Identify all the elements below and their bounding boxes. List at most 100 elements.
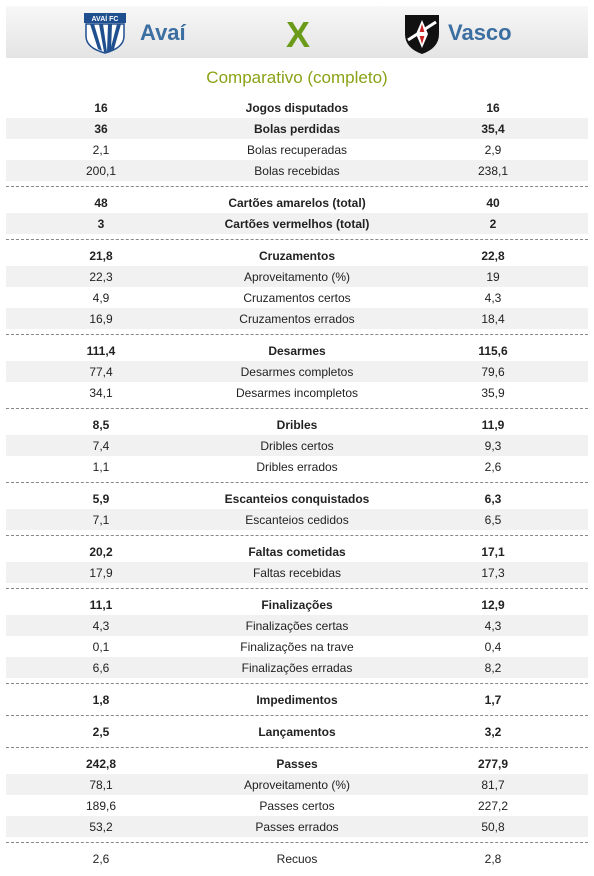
- stat-label: Finalizações certas: [245, 618, 349, 633]
- stat-label: Faltas recebidas: [252, 565, 342, 580]
- table-row: 21,8 Cruzamentos 22,8: [6, 245, 588, 266]
- away-value: 50,8: [481, 819, 505, 834]
- stat-label: Cartões vermelhos (total): [224, 216, 370, 231]
- stat-label: Cruzamentos certos: [243, 290, 351, 305]
- table-row: 1,1 Dribles errados 2,6: [6, 456, 588, 477]
- home-value: 16: [94, 100, 108, 115]
- away-value: 115,6: [478, 343, 508, 358]
- table-row: 78,1 Aproveitamento (%) 81,7: [6, 774, 588, 795]
- home-value: 17,9: [89, 565, 113, 580]
- away-value: 12,9: [481, 597, 505, 612]
- away-value: 40: [486, 195, 500, 210]
- stat-label: Desarmes incompletos: [235, 385, 359, 400]
- stats-group: 48 Cartões amarelos (total) 40 3 Cartões ver…: [6, 192, 588, 234]
- stat-label: Passes: [276, 756, 318, 771]
- home-value: 48: [94, 195, 108, 210]
- stat-label: Lançamentos: [258, 724, 336, 739]
- stat-label: Bolas recebidas: [254, 163, 340, 178]
- away-value: 238,1: [477, 163, 509, 178]
- home-value: 4,9: [92, 290, 110, 305]
- away-team-name: Vasco: [448, 20, 512, 45]
- stat-label: Finalizações: [261, 597, 333, 612]
- away-value: 4,3: [484, 618, 502, 633]
- home-value: 78,1: [89, 777, 113, 792]
- stats-group: 242,8 Passes 277,9 78,1 Aproveitamento (%) 81…: [6, 753, 588, 837]
- away-value: 3,2: [484, 724, 502, 739]
- home-value: 34,1: [89, 385, 113, 400]
- away-value: 277,9: [477, 756, 509, 771]
- home-value: 2,5: [92, 724, 110, 739]
- page-title: Comparativo (completo): [206, 68, 388, 87]
- stat-label: Aproveitamento (%): [243, 269, 351, 284]
- home-value: 5,9: [92, 491, 110, 506]
- away-value: 2,8: [484, 851, 502, 866]
- table-row: 2,1 Bolas recuperadas 2,9: [6, 139, 588, 160]
- table-row: 6,6 Finalizações erradas 8,2: [6, 657, 588, 678]
- table-row: 53,2 Passes errados 50,8: [6, 816, 588, 837]
- table-row: 242,8 Passes 277,9: [6, 753, 588, 774]
- away-value: 11,9: [481, 417, 505, 432]
- table-row: 11,1 Finalizações 12,9: [6, 594, 588, 615]
- stat-label: Dribles: [276, 417, 318, 432]
- table-row: 22,3 Aproveitamento (%) 19: [6, 266, 588, 287]
- stats-group: 8,5 Dribles 11,9 7,4 Dribles certos 9,3 1,1 Dri…: [6, 414, 588, 477]
- away-value: 2,9: [484, 142, 502, 157]
- group-divider: [6, 477, 588, 488]
- stats-table: 16 Jogos disputados 16 36 Bolas perdidas 35,4…: [6, 97, 588, 869]
- home-value: 36: [94, 121, 108, 136]
- away-value: 17,3: [481, 565, 505, 580]
- stat-label: Finalizações erradas: [241, 660, 353, 675]
- away-value: 8,2: [484, 660, 502, 675]
- table-row: 4,3 Finalizações certas 4,3: [6, 615, 588, 636]
- table-row: 16,9 Cruzamentos errados 18,4: [6, 308, 588, 329]
- home-value: 1,1: [92, 459, 110, 474]
- table-row: 200,1 Bolas recebidas 238,1: [6, 160, 588, 181]
- away-value: 81,7: [481, 777, 505, 792]
- home-value: 16,9: [89, 311, 113, 326]
- stat-label: Bolas recuperadas: [246, 142, 348, 157]
- home-value: 1,8: [92, 692, 110, 707]
- group-divider: [6, 530, 588, 541]
- versus-mark: X: [286, 14, 311, 55]
- home-value: 8,5: [92, 417, 110, 432]
- table-row: 36 Bolas perdidas 35,4: [6, 118, 588, 139]
- table-row: 2,6 Recuos 2,8: [6, 848, 588, 869]
- avai-shield-icon: AVAÍ FC: [84, 13, 126, 54]
- stat-label: Escanteios cedidos: [245, 512, 349, 527]
- stat-label: Bolas perdidas: [253, 121, 341, 136]
- away-value: 9,3: [484, 438, 502, 453]
- match-header: AVAÍ FC Avaí X Vasco: [6, 6, 588, 58]
- table-row: 5,9 Escanteios conquistados 6,3: [6, 488, 588, 509]
- group-divider: [6, 403, 588, 414]
- home-value: 4,3: [92, 618, 110, 633]
- home-value: 21,8: [89, 248, 113, 263]
- table-row: 2,5 Lançamentos 3,2: [6, 721, 588, 742]
- home-value: 22,3: [89, 269, 113, 284]
- stat-label: Jogos disputados: [245, 100, 349, 115]
- table-row: 111,4 Desarmes 115,6: [6, 340, 588, 361]
- home-value: 0,1: [92, 639, 110, 654]
- table-row: 1,8 Impedimentos 1,7: [6, 689, 588, 710]
- table-row: 77,4 Desarmes completos 79,6: [6, 361, 588, 382]
- home-value: 77,4: [89, 364, 113, 379]
- vasco-shield-icon: [405, 15, 439, 54]
- home-value: 53,2: [89, 819, 113, 834]
- home-team-name: Avaí: [140, 20, 186, 45]
- away-value: 22,8: [481, 248, 505, 263]
- table-row: 34,1 Desarmes incompletos 35,9: [6, 382, 588, 403]
- away-value: 0,4: [484, 639, 502, 654]
- home-value: 111,4: [86, 343, 116, 358]
- table-row: 8,5 Dribles 11,9: [6, 414, 588, 435]
- away-value: 16: [486, 100, 500, 115]
- away-value: 2,6: [484, 459, 502, 474]
- group-divider: [6, 583, 588, 594]
- table-row: 7,4 Dribles certos 9,3: [6, 435, 588, 456]
- away-value: 6,5: [484, 512, 502, 527]
- away-value: 35,4: [481, 121, 505, 136]
- home-value: 3: [97, 216, 105, 231]
- away-value: 18,4: [481, 311, 505, 326]
- stat-label: Cruzamentos errados: [239, 311, 355, 326]
- group-divider: [6, 678, 588, 689]
- away-value: 4,3: [484, 290, 502, 305]
- stats-group: 1,8 Impedimentos 1,7: [6, 689, 588, 710]
